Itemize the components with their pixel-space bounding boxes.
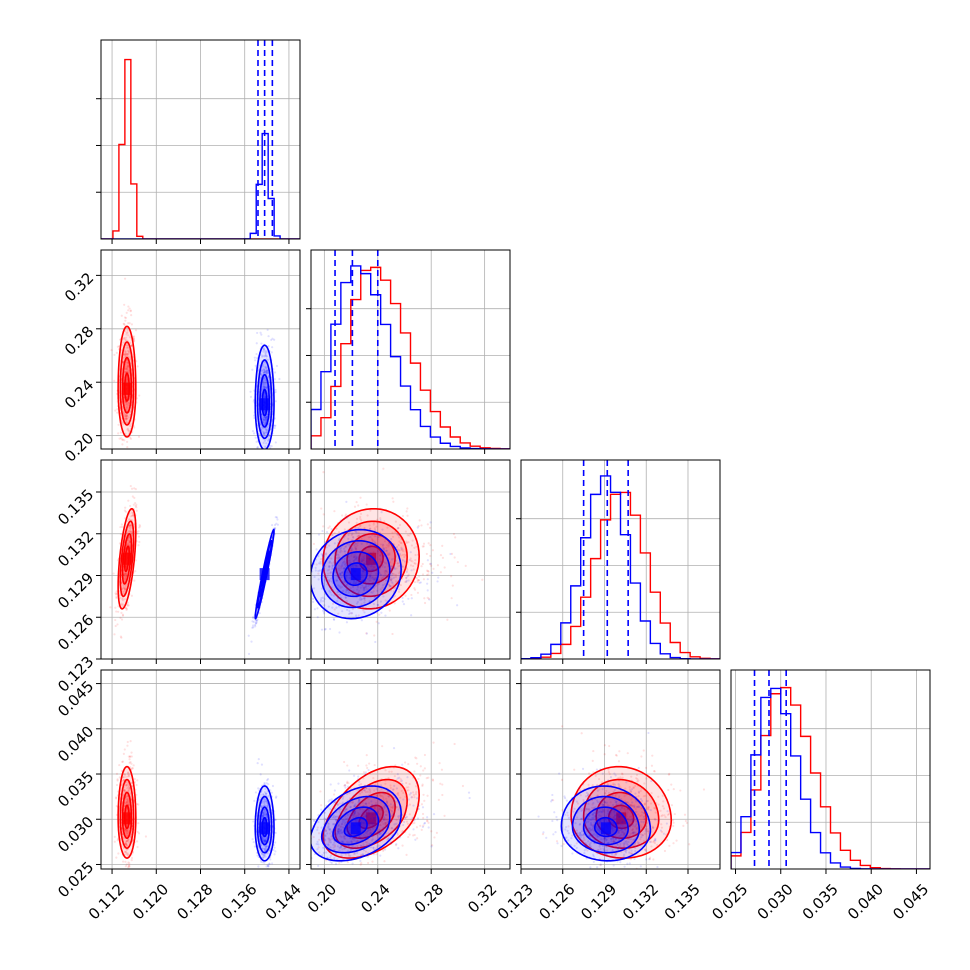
scatter-panel-3-2 — [311, 467, 484, 644]
x-tick-label: 0.045 — [889, 880, 932, 923]
x-tick-label: 0.135 — [661, 880, 704, 923]
blue-peak — [350, 568, 361, 581]
scatter-panel-4-2 — [311, 741, 471, 868]
x-tick-label: 0.24 — [357, 880, 393, 916]
x-tick-label: 0.025 — [708, 880, 751, 923]
blue-peak — [350, 822, 361, 835]
y-tick-label: 0.24 — [61, 376, 97, 412]
panel-frame — [520, 669, 721, 870]
scatter-panel-4-1 — [113, 740, 278, 869]
scatter-panel-2-1 — [110, 277, 281, 449]
blue-peak — [259, 568, 270, 581]
red-histogram — [311, 266, 510, 449]
x-tick-label: 0.040 — [844, 880, 887, 923]
red-histogram — [731, 686, 930, 869]
panel-frame — [100, 249, 301, 450]
panel-frame — [100, 459, 301, 660]
blue-peak — [259, 822, 270, 835]
y-tick-label: 0.030 — [54, 813, 97, 856]
blue-samples — [537, 731, 669, 869]
red-samples — [541, 725, 706, 869]
panel-frame — [310, 669, 511, 870]
y-tick-label: 0.135 — [54, 486, 97, 529]
x-tick-label: 0.112 — [85, 880, 128, 923]
histogram-panel-2 — [311, 250, 510, 449]
x-tick-label: 0.129 — [577, 880, 620, 923]
red-peak — [121, 552, 132, 565]
red-histogram — [101, 58, 300, 239]
x-tick-label: 0.136 — [218, 880, 261, 923]
x-tick-label: 0.28 — [411, 880, 447, 916]
blue-peak — [259, 398, 270, 411]
y-tick-label: 0.025 — [54, 858, 97, 901]
red-peak — [366, 552, 377, 565]
axis-ticks — [96, 670, 300, 874]
x-tick-label: 0.030 — [754, 880, 797, 923]
histogram-panel-3 — [521, 460, 720, 659]
red-peak — [616, 812, 627, 825]
y-tick-label: 0.126 — [54, 611, 97, 654]
blue-histogram — [521, 475, 720, 659]
axis-ticks — [111, 40, 290, 244]
red-peak — [121, 812, 132, 825]
scatter-panel-3-1 — [109, 484, 280, 656]
histogram-panel-4 — [731, 670, 930, 869]
y-tick-label: 0.035 — [54, 768, 97, 811]
y-tick-label: 0.040 — [54, 722, 97, 765]
x-tick-label: 0.123 — [494, 880, 537, 923]
x-tick-label: 0.035 — [799, 880, 842, 923]
panel-frame — [100, 39, 301, 240]
panel-frame — [100, 669, 301, 870]
axis-ticks — [735, 670, 917, 874]
x-tick-label: 0.120 — [129, 880, 172, 923]
red-peak — [366, 812, 377, 825]
red-peak — [121, 382, 132, 395]
y-tick-label: 0.129 — [54, 569, 97, 612]
axis-ticks — [306, 670, 510, 874]
x-tick-label: 0.126 — [536, 880, 579, 923]
x-tick-label: 0.132 — [619, 880, 662, 923]
red-histogram — [521, 491, 720, 659]
blue-histogram — [731, 687, 930, 869]
x-tick-label: 0.144 — [262, 880, 305, 923]
panel-frame — [310, 249, 511, 450]
y-tick-label: 0.132 — [54, 527, 97, 570]
axis-ticks — [323, 250, 486, 454]
panel-frame — [520, 459, 721, 660]
y-tick-label: 0.28 — [61, 322, 97, 358]
x-tick-label: 0.128 — [173, 880, 216, 923]
panel-frame — [730, 669, 931, 870]
blue-peak — [600, 822, 611, 835]
y-tick-label: 0.20 — [61, 429, 97, 465]
histogram-panel-1 — [101, 40, 300, 239]
axis-ticks — [520, 460, 689, 664]
panel-frame — [310, 459, 511, 660]
y-tick-label: 0.32 — [61, 269, 97, 305]
x-tick-label: 0.20 — [304, 880, 340, 916]
scatter-panel-4-3 — [537, 725, 706, 869]
blue-histogram — [101, 132, 300, 239]
